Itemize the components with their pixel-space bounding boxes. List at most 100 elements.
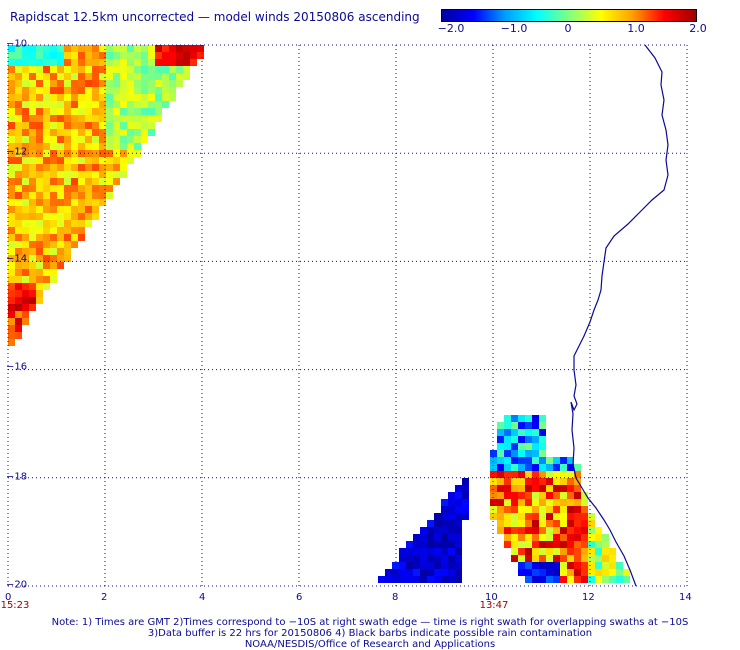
wind-cell: [85, 87, 92, 94]
wind-cell: [57, 178, 64, 185]
swath-time-left: 15:23: [0, 600, 30, 611]
wind-cell: [553, 513, 560, 520]
wind-cell: [85, 220, 92, 227]
wind-cell: [560, 555, 567, 562]
wind-cell: [134, 45, 141, 52]
wind-cell: [134, 150, 141, 157]
wind-cell: [113, 73, 120, 80]
wind-cell: [22, 143, 29, 150]
wind-cell: [490, 499, 497, 506]
wind-cell: [36, 73, 43, 80]
wind-cell: [434, 534, 441, 541]
wind-cell: [22, 185, 29, 192]
wind-cell: [50, 136, 57, 143]
wind-cell: [434, 562, 441, 569]
wind-cell: [434, 541, 441, 548]
colorbar-label-neg1: −1.0: [500, 22, 528, 35]
wind-cell: [78, 94, 85, 101]
wind-cell: [574, 527, 581, 534]
wind-cell: [50, 164, 57, 171]
wind-cell: [120, 171, 127, 178]
swath-time-right: 13:47: [479, 600, 509, 611]
wind-cell: [148, 59, 155, 66]
wind-cell: [574, 520, 581, 527]
wind-cell: [15, 115, 22, 122]
wind-cell: [134, 59, 141, 66]
wind-cell: [99, 94, 106, 101]
wind-cell: [57, 206, 64, 213]
wind-cell: [8, 318, 15, 325]
wind-cell: [106, 178, 113, 185]
wind-cell: [127, 136, 134, 143]
wind-cell: [155, 66, 162, 73]
wind-cell: [448, 499, 455, 506]
wind-cell: [29, 66, 36, 73]
wind-cell: [64, 178, 71, 185]
wind-cell: [85, 171, 92, 178]
wind-cell: [455, 534, 462, 541]
wind-cell: [43, 108, 50, 115]
wind-cell: [57, 80, 64, 87]
wind-cell: [176, 59, 183, 66]
wind-cell: [71, 87, 78, 94]
wind-cell: [43, 213, 50, 220]
wind-cell: [595, 555, 602, 562]
wind-cell: [8, 276, 15, 283]
wind-cell: [497, 527, 504, 534]
wind-cell: [448, 541, 455, 548]
wind-cell: [78, 213, 85, 220]
wind-cell: [532, 520, 539, 527]
wind-cell: [525, 443, 532, 450]
wind-cell: [57, 59, 64, 66]
wind-cell: [420, 562, 427, 569]
wind-cell: [134, 73, 141, 80]
wind-cell: [64, 94, 71, 101]
wind-cell: [616, 569, 623, 576]
wind-cell: [504, 534, 511, 541]
wind-cell: [29, 94, 36, 101]
wind-cell: [427, 562, 434, 569]
wind-cell: [43, 178, 50, 185]
coastline: [570, 44, 669, 587]
wind-cell: [22, 164, 29, 171]
wind-cell: [148, 87, 155, 94]
wind-cell: [162, 52, 169, 59]
wind-cell: [525, 429, 532, 436]
wind-cell: [518, 457, 525, 464]
wind-cell: [36, 185, 43, 192]
wind-cell: [85, 206, 92, 213]
wind-cell: [525, 464, 532, 471]
wind-cell: [162, 45, 169, 52]
wind-cell: [8, 227, 15, 234]
wind-cell: [518, 506, 525, 513]
wind-cell: [518, 429, 525, 436]
wind-cell: [85, 157, 92, 164]
wind-cell: [85, 73, 92, 80]
wind-cell: [113, 122, 120, 129]
wind-cell: [602, 534, 609, 541]
wind-cell: [50, 185, 57, 192]
wind-cell: [22, 80, 29, 87]
wind-cell: [155, 87, 162, 94]
wind-cell: [113, 66, 120, 73]
wind-cell: [127, 115, 134, 122]
wind-cell: [106, 45, 113, 52]
wind-cell: [553, 527, 560, 534]
wind-cell: [162, 87, 169, 94]
wind-cell: [92, 136, 99, 143]
wind-cell: [92, 122, 99, 129]
wind-cell: [532, 471, 539, 478]
wind-cell: [22, 178, 29, 185]
wind-cell: [22, 115, 29, 122]
wind-cell: [99, 192, 106, 199]
wind-cell: [15, 199, 22, 206]
wind-cell: [427, 569, 434, 576]
wind-cell: [29, 248, 36, 255]
colorbar-label-zero: 0: [564, 22, 572, 35]
wind-cell: [553, 492, 560, 499]
wind-cell: [511, 415, 518, 422]
wind-cell: [22, 45, 29, 52]
wind-cell: [511, 436, 518, 443]
wind-cell: [511, 541, 518, 548]
wind-cell: [434, 513, 441, 520]
